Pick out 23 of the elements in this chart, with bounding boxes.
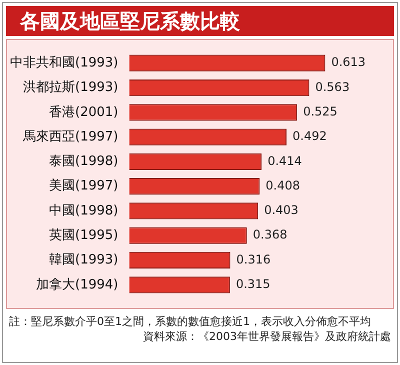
y-tick-label: 泰國(1998) [48,154,118,170]
data-label: 0.414 [268,154,302,168]
y-tick-label: 香港(2001) [48,104,118,120]
data-label: 0.316 [236,252,271,266]
y-tick-label: 中國(1998) [48,203,118,218]
data-label: 0.613 [331,55,366,70]
y-tick-label: 英國(1995) [48,228,118,243]
y-tick-label: 馬來西亞(1997) [22,129,118,144]
chart-title: 各國及地區堅尼系數比較 [6,6,394,36]
data-label: 0.408 [266,178,300,192]
data-label: 0.492 [292,129,327,144]
y-tick-label: 美國(1997) [48,178,118,194]
data-label: 0.403 [264,203,298,218]
data-label: 0.563 [315,80,350,94]
text: 註：堅尼系數介乎0至1之間，系數的數值愈接近1，表示收入分佈愈不平均 [9,314,372,329]
data-label: 0.525 [303,104,338,119]
data-label: 0.315 [236,277,270,292]
y-tick-label: 加拿大(1994) [36,277,118,292]
source-note: 資料來源：《2003年世界發展報告》及政府統計處 [142,329,391,344]
y-tick-label: 中非共和國(1993) [10,55,118,70]
y-tick-label: 洪都拉斯(1993) [22,80,118,96]
y-tick-label: 韓國(1993) [48,252,118,268]
data-label: 0.368 [252,228,288,242]
